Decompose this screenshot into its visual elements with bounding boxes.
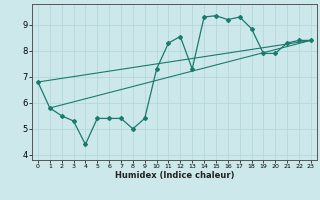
- X-axis label: Humidex (Indice chaleur): Humidex (Indice chaleur): [115, 171, 234, 180]
